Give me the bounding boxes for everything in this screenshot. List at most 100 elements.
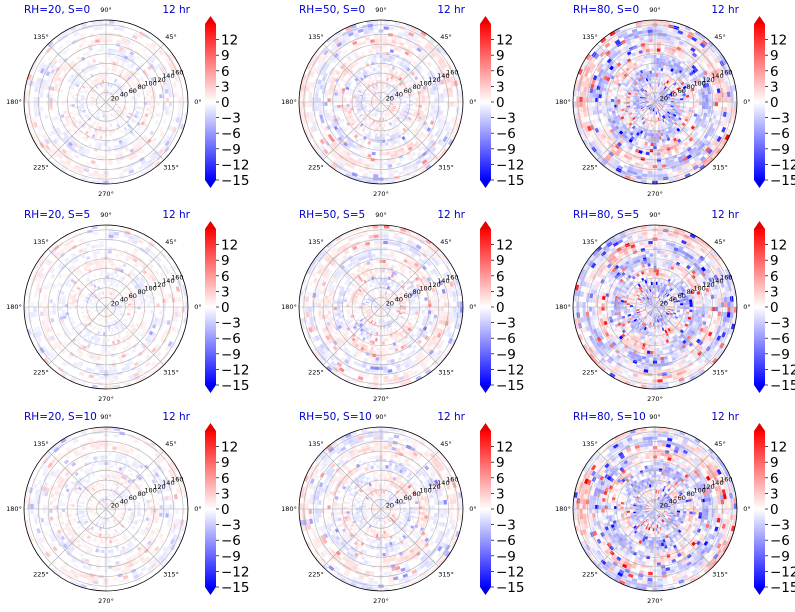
heatmap-cell xyxy=(97,96,101,99)
heatmap-cell xyxy=(362,83,367,87)
heatmap-cell xyxy=(422,133,427,139)
heatmap-cell xyxy=(651,96,654,100)
heatmap-cell xyxy=(660,96,664,100)
heatmap-cell xyxy=(621,108,625,112)
heatmap-cell xyxy=(691,69,696,75)
heatmap-cell xyxy=(357,125,362,130)
heatmap-cell xyxy=(657,98,661,101)
heatmap-cell xyxy=(639,39,645,44)
heatmap-cell xyxy=(119,91,123,95)
heatmap-cell xyxy=(627,94,631,97)
heatmap-cell xyxy=(404,141,410,146)
heatmap-cell xyxy=(396,148,402,153)
heatmap-cell xyxy=(99,307,103,309)
heatmap-cell xyxy=(634,134,639,139)
heatmap-cell xyxy=(608,108,612,112)
heatmap-cell xyxy=(631,28,638,34)
heatmap-cell xyxy=(140,170,147,176)
heatmap-cell xyxy=(657,93,660,97)
heatmap-cell xyxy=(662,75,666,79)
heatmap-cell xyxy=(172,126,178,133)
heatmap-cell xyxy=(661,78,665,82)
heatmap-cell xyxy=(640,95,644,98)
heatmap-cell xyxy=(592,110,597,116)
heatmap-cell xyxy=(710,53,717,60)
heatmap-cell xyxy=(108,99,112,101)
heatmap-cell xyxy=(651,89,653,93)
heatmap-cell xyxy=(631,70,636,75)
heatmap-cell xyxy=(123,113,128,117)
heatmap-cell xyxy=(684,137,689,142)
heatmap-cell xyxy=(597,72,603,78)
heatmap-cell xyxy=(36,66,42,73)
heatmap-cell xyxy=(383,98,387,101)
heatmap-cell xyxy=(442,136,448,143)
heatmap-cell xyxy=(85,114,90,119)
heatmap-cell xyxy=(414,76,419,81)
heatmap-cell xyxy=(621,75,627,80)
heatmap-cell xyxy=(72,141,78,147)
heatmap-cell xyxy=(619,86,624,91)
heatmap-cell xyxy=(392,107,396,110)
heatmap-cell xyxy=(81,135,86,141)
heatmap-cell xyxy=(108,38,113,43)
heatmap-cell xyxy=(630,115,635,119)
heatmap-cell xyxy=(140,159,147,165)
heatmap-cell xyxy=(630,108,635,111)
angle-tick-label: 225° xyxy=(33,163,49,171)
heatmap-cell xyxy=(411,162,418,168)
heatmap-cell xyxy=(374,110,377,114)
heatmap-cell xyxy=(690,125,696,130)
heatmap-cell xyxy=(680,102,684,104)
heatmap-cell xyxy=(146,138,152,144)
heatmap-cell xyxy=(675,93,680,96)
heatmap-cell xyxy=(619,126,624,131)
heatmap-cell xyxy=(365,69,370,74)
colorbar-tick-label: −12 xyxy=(221,157,250,173)
heatmap-cell xyxy=(360,161,366,167)
heatmap-cell xyxy=(695,98,700,102)
heatmap-cell xyxy=(378,92,380,96)
heatmap-cell xyxy=(576,123,581,131)
heatmap-cell xyxy=(663,105,667,108)
heatmap-cell xyxy=(429,37,436,44)
heatmap-cell xyxy=(427,48,434,54)
heatmap-cell xyxy=(358,103,363,106)
heatmap-cell xyxy=(94,106,98,109)
heatmap-cell xyxy=(688,82,693,87)
heatmap-cell xyxy=(129,69,134,74)
heatmap-cell xyxy=(121,138,126,143)
heatmap-cell xyxy=(677,61,682,66)
heatmap-cell xyxy=(647,112,650,117)
heatmap-cell xyxy=(90,39,96,44)
heatmap-cell xyxy=(642,109,646,113)
heatmap-cell xyxy=(646,105,650,108)
heatmap-cell xyxy=(383,111,385,115)
heatmap-cell xyxy=(107,152,112,156)
heatmap-cell xyxy=(718,143,725,151)
heatmap-cell xyxy=(627,155,633,161)
heatmap-cell xyxy=(670,104,674,106)
heatmap-cell xyxy=(695,143,701,149)
heatmap-cell xyxy=(31,63,37,70)
heatmap-cell xyxy=(409,141,415,147)
heatmap-cell xyxy=(334,88,339,93)
heatmap-cell xyxy=(366,157,372,162)
heatmap-cell xyxy=(390,102,394,104)
heatmap-cell xyxy=(704,109,709,114)
heatmap-cell xyxy=(642,124,646,129)
heatmap-cell xyxy=(722,111,727,118)
heatmap-cell xyxy=(112,307,116,309)
heatmap-cell xyxy=(681,60,687,65)
heatmap-cell xyxy=(607,145,613,152)
angle-tick-label: 90° xyxy=(649,6,661,14)
heatmap-cell xyxy=(383,97,387,101)
heatmap-cell xyxy=(650,54,654,59)
heatmap-cell xyxy=(99,100,103,102)
heatmap-cell xyxy=(595,89,600,95)
heatmap-cell xyxy=(373,174,379,178)
heatmap-cell xyxy=(669,95,674,98)
heatmap-cell xyxy=(626,148,632,154)
heatmap-cell xyxy=(649,51,654,55)
heatmap-cell xyxy=(677,138,682,143)
